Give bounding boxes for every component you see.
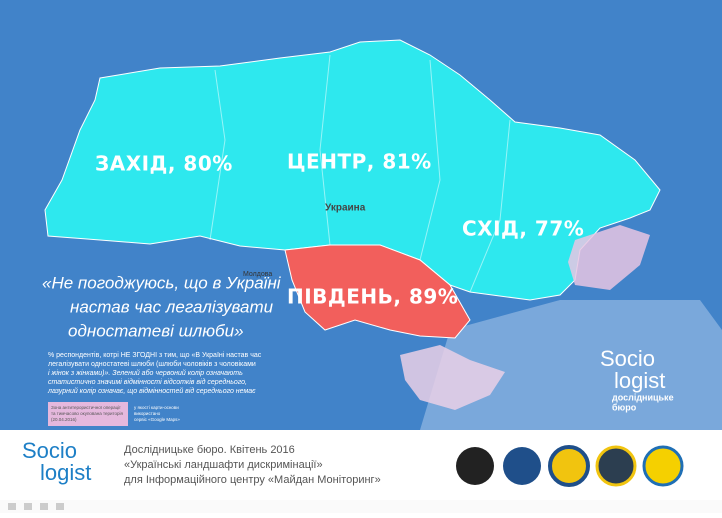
legend-text: використано: [134, 411, 161, 416]
partner-icons: [456, 445, 684, 487]
map-label: Молдова: [243, 271, 272, 278]
region-label: ЗАХІД, 80%: [95, 152, 233, 176]
note-line: статистично значимі відмінності відсоткі…: [48, 378, 247, 386]
logo: Socio logist дослідницьке бюро: [600, 346, 674, 413]
map-label: Украина: [325, 203, 366, 214]
logo-sub: дослідницьке: [612, 392, 674, 402]
logo-text: Socio: [600, 346, 655, 371]
south-region: [284, 244, 471, 339]
partner-icon: [456, 447, 494, 485]
nav-icon[interactable]: [40, 503, 48, 510]
sea: [420, 300, 722, 430]
footer-logo: logist: [40, 460, 91, 485]
quote-line: одностатеві шлюби»: [68, 321, 244, 340]
note-line: лазурний колір означає, що відмінностей …: [47, 387, 256, 395]
logo-text: logist: [614, 368, 665, 393]
partner-icon: [642, 445, 684, 487]
partner-icon: [595, 445, 637, 487]
oblast-borders: [209, 54, 511, 293]
legend-text: (20.04.2016): [51, 417, 77, 422]
partner-icon: [503, 447, 541, 485]
note-line: і жінок з жінками)». Зелений або червони…: [48, 369, 243, 377]
region-label: ПІВДЕНЬ, 89%: [287, 285, 458, 309]
nav-icon[interactable]: [24, 503, 32, 510]
region-label: ЦЕНТР, 81%: [287, 150, 432, 174]
legend-text: сервіс «Google Maps»: [134, 417, 180, 422]
logo-sub: бюро: [612, 402, 637, 412]
nav-icon[interactable]: [8, 503, 16, 510]
legend-swatch: [48, 402, 128, 426]
region-label: СХІД, 77%: [462, 217, 584, 241]
note: % респондентів, котрі НЕ ЗГОДНІ з тим, щ…: [47, 351, 262, 395]
ato-zone: [568, 225, 650, 290]
quote: «Не погоджуюсь, що в Україні настав час …: [42, 273, 282, 340]
legend-text: Зона антитерористичної операції: [51, 405, 121, 410]
note-line: легалізувати одностатеві шлюби (шлюби чо…: [48, 360, 256, 368]
crimea: [400, 345, 505, 410]
nav-bar: [0, 500, 722, 513]
nav-icon[interactable]: [56, 503, 64, 510]
quote-line: «Не погоджуюсь, що в Україні: [42, 273, 282, 292]
footer-logo: Socio: [22, 438, 77, 463]
footer-line: «Українські ландшафти дискримінації»: [124, 459, 323, 471]
footer-line: Дослідницьке бюро. Квітень 2016: [124, 444, 295, 456]
footer-line: для Інформаційного центру «Майдан Моніто…: [124, 474, 381, 486]
quote-line: настав час легалізувати: [70, 297, 274, 316]
partner-icon: [548, 445, 590, 487]
note-line: % респондентів, котрі НЕ ЗГОДНІ з тим, щ…: [48, 351, 262, 359]
legend-text: та тимчасово окупована територія: [51, 411, 124, 416]
nav-icons: [8, 503, 64, 510]
legend-text: у якості карти-основи: [134, 405, 179, 410]
